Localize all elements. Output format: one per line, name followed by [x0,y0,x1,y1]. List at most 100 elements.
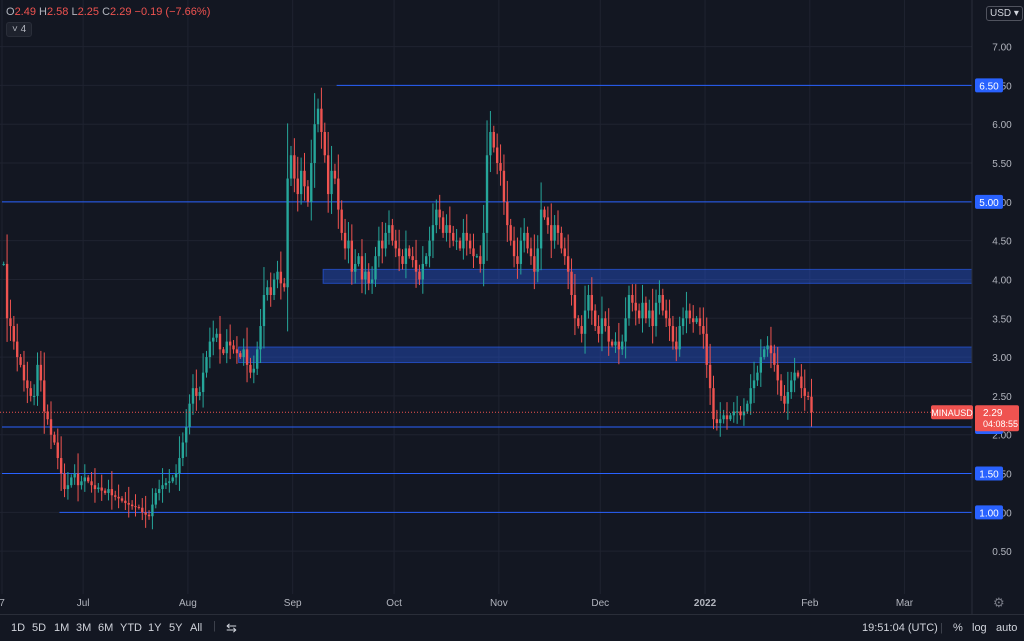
level-badge [975,505,1003,520]
log-scale-button[interactable]: log [972,622,987,634]
range-5y-button[interactable]: 5Y [169,622,183,634]
low-value: 2.25 [77,6,100,18]
candle-body [181,442,185,459]
settings-icon[interactable]: ⚙ [993,595,1005,610]
high-value: 2.58 [47,6,69,18]
price-tick-label: 3.50 [992,314,1012,325]
time-axis[interactable]: 7 Jul Aug Sep Oct Nov Dec 2022 Feb Mar [0,598,914,609]
countdown-label: 04:08:55 [983,419,1018,429]
range-1m-button[interactable]: 1M [54,622,70,634]
candle-body [100,487,103,491]
candle-body [205,357,208,373]
candle-body [763,349,766,358]
last-price-badge [975,405,1019,432]
candle-body [191,388,195,404]
candle-body [610,341,614,346]
candle-body [141,507,144,513]
candle-body [431,225,435,241]
candle-body [161,485,164,490]
candle-body [604,318,607,327]
candle-body [779,380,783,396]
candle-body [695,318,698,323]
range-6m-button[interactable]: 6M [98,622,114,634]
candle-body [705,333,708,365]
candle-body [185,426,188,443]
candle-body [70,477,73,486]
range-all-button[interactable]: All [190,622,203,634]
time-tick-label: Aug [179,598,197,609]
candle-body [806,395,810,397]
candle-body [134,506,137,508]
bottom-toolbar: 1D 5D 1M 3M 6M YTD 1Y 5Y All | ⇆ 19:51:0… [0,614,1024,641]
range-ytd-button[interactable]: YTD [120,622,142,634]
candle-body [46,411,49,420]
candle-body [719,419,722,424]
candle-body [759,357,762,373]
candle-body [333,170,337,179]
toolbar-divider: | [213,620,216,632]
candle-body [590,295,593,311]
candle-body [114,495,117,497]
candle-body [810,396,813,413]
range-5d-button[interactable]: 5D [32,622,47,634]
candle-body [607,326,610,342]
candle-body [29,388,32,396]
candle-body [310,163,313,202]
candle-body [350,240,354,272]
candle-body [702,326,705,334]
candle-body [19,357,22,365]
candle-body [286,178,289,288]
candle-body [624,318,627,342]
candle-body [543,209,546,218]
candle-body [556,225,560,233]
indicators-toggle[interactable]: ˅ 4 [6,22,33,37]
price-axis[interactable]: 0.501.001.502.002.503.003.504.004.505.00… [992,43,1012,559]
candle-body [127,503,130,505]
time-tick-label: 7 [0,598,5,609]
candle-body [49,419,53,435]
candle-body [289,155,293,179]
candle-body [435,209,438,226]
symbol-badge [931,405,973,420]
candle-body [354,263,357,272]
candle-body [533,256,536,272]
candle-body [262,295,266,327]
candle-body [9,318,12,327]
candle-body [600,318,604,334]
candle-body [512,240,516,257]
candle-body [272,279,276,295]
candle-body [367,271,370,284]
candle-body [641,302,644,319]
candle-body [394,240,397,249]
candle-body [766,345,769,350]
time-tick-label: Mar [896,598,914,609]
auto-scale-button[interactable]: auto [996,622,1018,634]
candle-body [455,240,458,242]
candle-body [685,310,688,319]
candle-body [644,302,648,319]
range-1d-button[interactable]: 1D [11,622,26,634]
percent-scale-button[interactable]: % [953,622,963,634]
candle-body [800,376,803,389]
currency-select[interactable]: USD ▾ [986,6,1023,21]
candle-body [151,504,154,517]
candle-body [201,372,205,393]
candle-body [468,240,472,249]
candle-body [103,490,107,493]
candle-body [283,283,286,288]
candle-body [259,326,262,350]
candle-body [495,147,499,164]
candle-body [793,372,796,381]
candle-body [303,170,306,187]
range-1y-button[interactable]: 1Y [148,622,162,634]
date-range-icon[interactable]: ⇆ [226,620,237,635]
candle-body [195,388,198,396]
candle-body [107,489,110,493]
candle-body [587,295,590,311]
range-3m-button[interactable]: 3M [76,622,92,634]
candle-body [648,310,651,319]
candle-body [222,349,225,354]
candle-body [681,318,685,327]
